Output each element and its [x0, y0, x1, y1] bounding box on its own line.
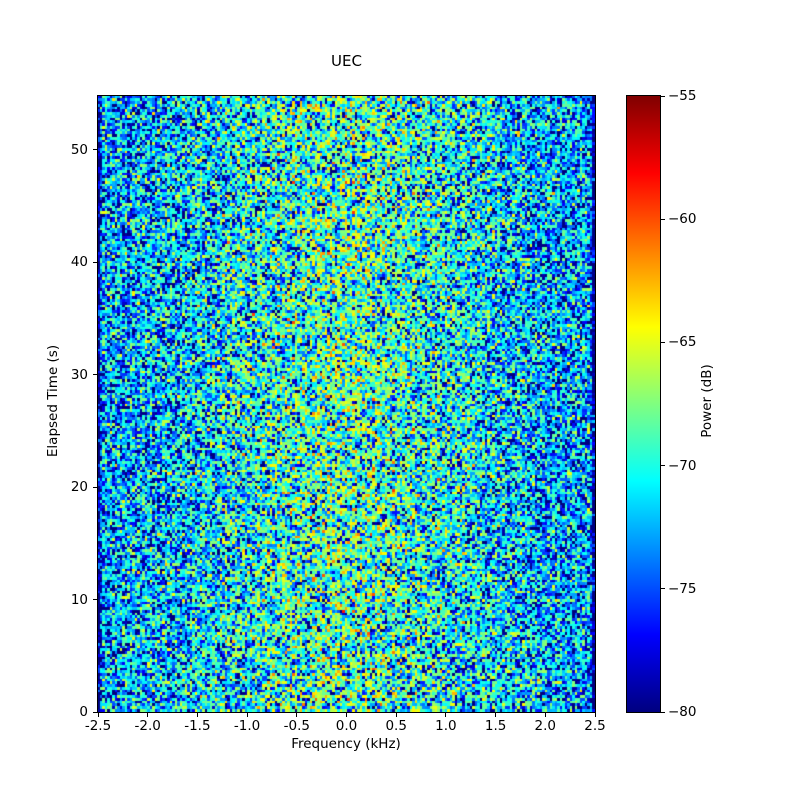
x-tick-mark [495, 713, 497, 717]
y-tick-mark [93, 599, 97, 601]
colorbar-tick-label: −60 [668, 211, 697, 228]
x-tick-mark [147, 713, 149, 717]
colorbar-tick-mark [661, 588, 665, 590]
x-tick-label: 0.5 [385, 718, 407, 734]
y-axis-label: Elapsed Time (s) [45, 344, 61, 458]
x-tick-label: 2.0 [534, 718, 557, 734]
plot-area [97, 95, 596, 713]
y-tick-mark [93, 374, 97, 376]
x-tick-mark [296, 713, 298, 717]
x-tick-label: 1.5 [484, 718, 507, 734]
x-tick-label: 2.5 [584, 718, 606, 734]
colorbar-tick-mark [661, 218, 665, 220]
x-tick-label: -2.0 [134, 718, 161, 734]
y-tick-label: 10 [70, 591, 88, 608]
x-axis-label: Frequency (kHz) [291, 736, 401, 752]
x-tick-mark [395, 713, 397, 717]
x-tick-mark [346, 713, 347, 717]
y-tick-label: 30 [70, 366, 88, 383]
y-tick-label: 20 [70, 479, 88, 496]
x-tick-mark [97, 713, 99, 717]
colorbar-tick-mark [661, 711, 665, 713]
colorbar-gradient [627, 96, 660, 712]
colorbar-tick-mark [661, 465, 665, 467]
y-tick-mark [93, 149, 97, 151]
colorbar-tick-label: −70 [668, 457, 697, 474]
colorbar [626, 95, 661, 713]
y-tick-mark [93, 261, 97, 263]
colorbar-tick-mark [661, 341, 665, 343]
x-tick-label: -1.0 [233, 718, 261, 734]
x-tick-label: -1.5 [184, 718, 211, 734]
x-tick-mark [196, 713, 198, 717]
x-tick-mark [544, 713, 546, 717]
colorbar-label: Power (dB) [699, 364, 715, 438]
x-tick-mark [246, 713, 248, 717]
y-tick-label: 0 [79, 704, 88, 720]
y-tick-mark [93, 486, 97, 488]
x-tick-label: -2.5 [84, 718, 112, 734]
x-tick-mark [445, 713, 447, 717]
colorbar-tick-label: −80 [668, 704, 697, 720]
x-tick-label: 0.0 [335, 718, 358, 734]
colorbar-tick-mark [661, 95, 665, 97]
x-tick-label: 1.0 [435, 718, 457, 734]
colorbar-tick-label: −65 [668, 334, 697, 351]
y-tick-mark [93, 711, 97, 713]
colorbar-tick-label: −75 [668, 580, 697, 597]
colorbar-tick-label: −55 [668, 88, 697, 104]
y-tick-label: 40 [70, 254, 88, 271]
x-tick-mark [594, 713, 596, 717]
y-tick-label: 50 [70, 141, 88, 158]
spectrogram-canvas [98, 96, 595, 712]
x-tick-label: -0.5 [283, 718, 310, 734]
chart-title: UEC [331, 51, 362, 70]
